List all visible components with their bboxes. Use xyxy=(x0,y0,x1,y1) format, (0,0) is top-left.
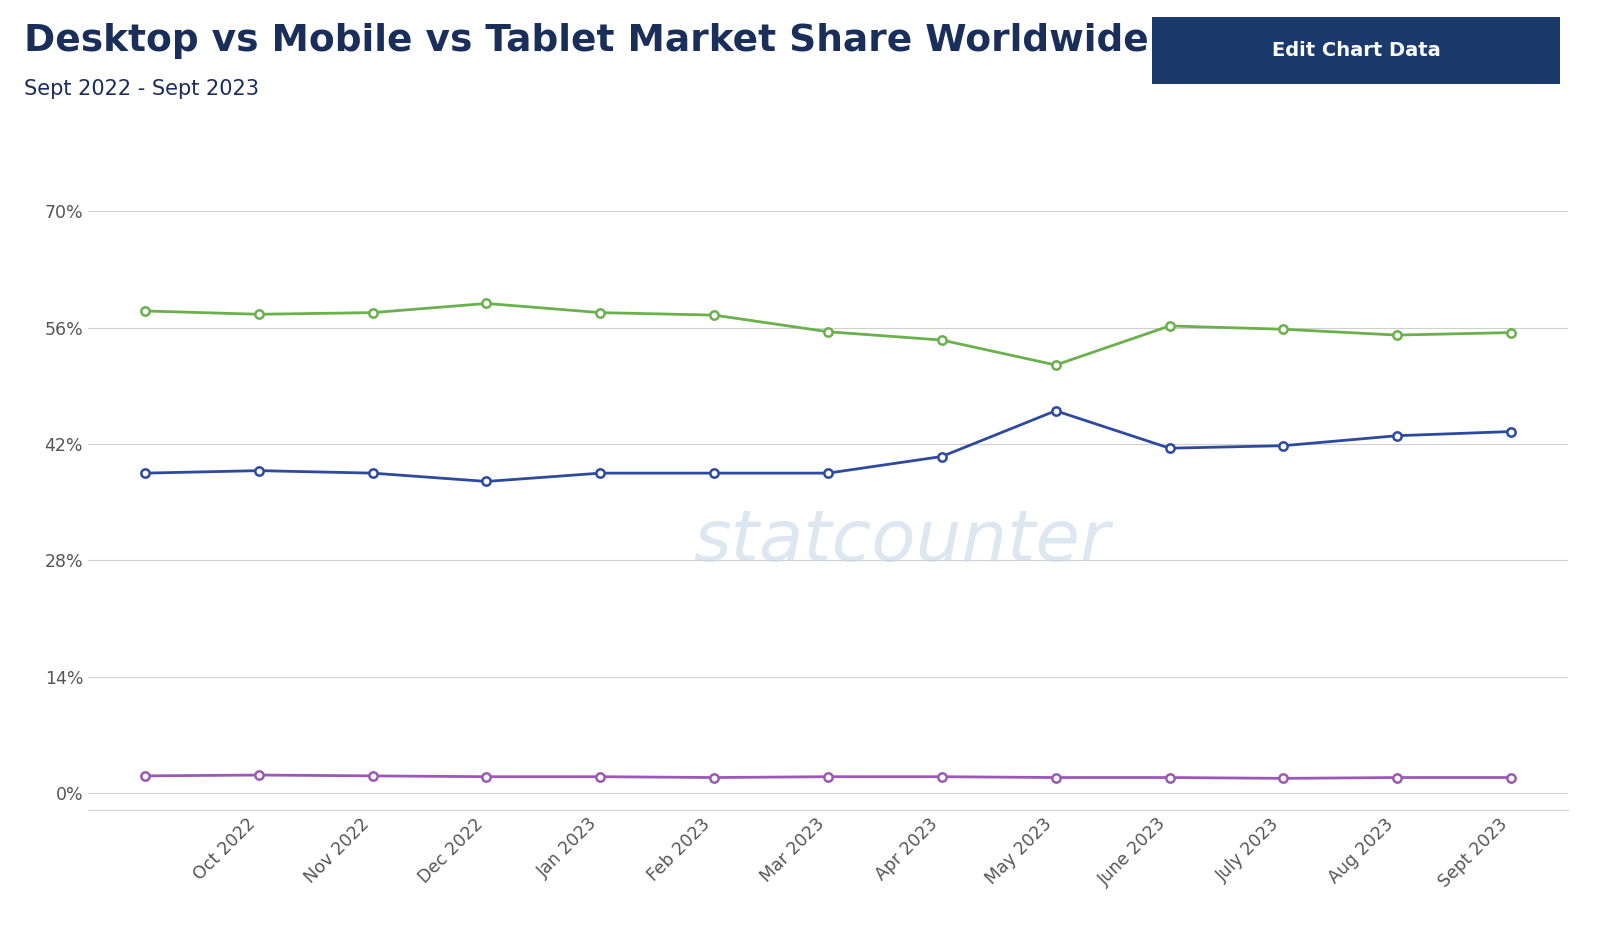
Text: Edit Chart Data: Edit Chart Data xyxy=(1272,41,1440,60)
Text: statcounter: statcounter xyxy=(694,507,1110,576)
Text: Desktop vs Mobile vs Tablet Market Share Worldwide: Desktop vs Mobile vs Tablet Market Share… xyxy=(24,23,1149,60)
Text: Sept 2022 - Sept 2023: Sept 2022 - Sept 2023 xyxy=(24,79,259,99)
